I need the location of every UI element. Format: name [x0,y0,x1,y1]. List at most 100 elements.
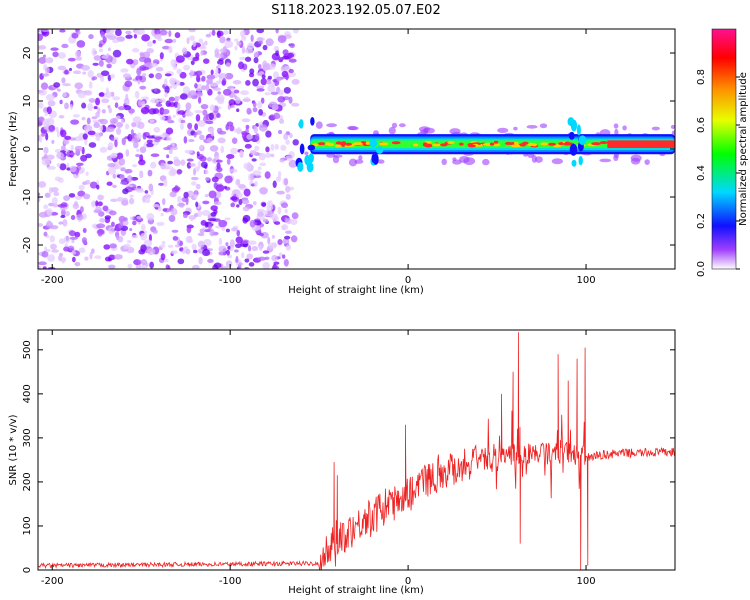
heatmap-cell [59,163,67,171]
heatmap-cell [114,139,118,148]
heatmap-cell [107,166,117,175]
heatmap-cell [206,137,213,143]
heatmap-cell [105,126,115,133]
heatmap-cell [153,126,161,133]
heatmap-cell [202,109,208,116]
heatmap-cell [244,143,252,149]
heatmap-cell [190,176,199,181]
signal-peak [558,142,564,146]
signal-peak [379,142,389,146]
heatmap-cell [260,78,267,86]
heatmap-cell [252,78,259,87]
heatmap-cell [260,97,265,104]
heatmap-cell [56,162,61,168]
heatmap-cell [230,202,236,208]
signal-burst [570,119,578,132]
heatmap-cell [46,208,53,216]
heatmap-cell [630,154,642,162]
heatmap-cell [254,145,260,151]
heatmap-cell [229,125,235,132]
heatmap-cell [138,159,146,166]
heatmap-cell [229,239,235,248]
heatmap-cell [43,231,48,237]
heatmap-cell [142,73,147,77]
heatmap-cell [230,196,238,201]
heatmap-cell [202,42,208,46]
heatmap-cell [153,33,162,39]
heatmap-cell [235,178,241,186]
heatmap-cell [192,264,200,269]
heatmap-cell [110,136,115,142]
heatmap-cell [141,101,146,107]
heatmap-cell [264,209,273,217]
heatmap-cell [288,58,297,63]
heatmap-cell [159,52,164,60]
heatmap-cell [188,239,194,244]
heatmap-cell [63,195,71,201]
heatmap-cell [61,43,69,49]
heatmap-cell [140,107,150,115]
heatmap-cell [277,129,283,135]
heatmap-cell [131,122,137,128]
heatmap-cell [98,92,105,97]
heatmap-cell [38,56,47,64]
heatmap-cell [44,111,48,116]
heatmap-cell [281,224,289,231]
heatmap-cell [452,159,462,165]
heatmap-cell [155,72,162,80]
x-tick-label: 0 [405,576,411,587]
colorbar-ticks: 0.0 0.2 0.4 0.6 0.8 [696,69,740,277]
heatmap-cell [53,191,60,197]
colorbar-label: Normalized spectral amplitude [738,72,749,226]
heatmap-cell [48,124,56,132]
heatmap-cell [287,52,295,58]
heatmap-cell [99,218,106,223]
heatmap-cell [127,133,133,142]
heatmap-cell [69,67,73,72]
heatmap-cell [134,90,140,99]
signal-peak [341,141,347,145]
heatmap-cell [275,49,279,57]
heatmap-cell [51,187,59,193]
heatmap-cell [240,252,245,259]
colorbar-gradient [711,28,737,270]
y-tick-label: 100 [22,516,33,535]
heatmap-cell [262,44,268,51]
heatmap-cell [670,124,675,129]
heatmap-cell [168,169,177,177]
heatmap-cell [225,260,233,268]
heatmap-cell [194,82,198,89]
heatmap-cell [238,198,243,206]
heatmap-cell [243,188,251,197]
heatmap-cell [398,123,406,128]
heatmap-cell [275,56,285,61]
heatmap-cell [139,170,144,179]
heatmap-cell [526,124,538,129]
heatmap-cell [75,168,79,176]
heatmap-cell [56,151,65,160]
heatmap-cell [226,158,231,165]
heatmap-cell [291,212,299,220]
heatmap-cell [98,59,104,67]
heatmap-cell [238,262,244,266]
heatmap-cell [622,125,627,131]
heatmap-cell [123,105,132,111]
heatmap-cell [215,155,220,160]
heatmap-cell [279,158,285,163]
heatmap-cell [51,139,55,144]
heatmap-cell [241,45,246,54]
heatmap-cell [163,78,168,87]
heatmap-cell [72,114,80,118]
heatmap-cell [185,102,192,111]
heatmap-cell [95,200,99,207]
heatmap-cell [108,107,112,114]
heatmap-cell [249,68,255,75]
heatmap-cell [246,253,253,260]
heatmap-cell [193,132,197,138]
heatmap-cell [124,168,133,174]
signal-burst [308,153,314,163]
heatmap-cell [209,228,215,237]
heatmap-cell [240,30,246,38]
heatmap-cell [59,99,63,105]
